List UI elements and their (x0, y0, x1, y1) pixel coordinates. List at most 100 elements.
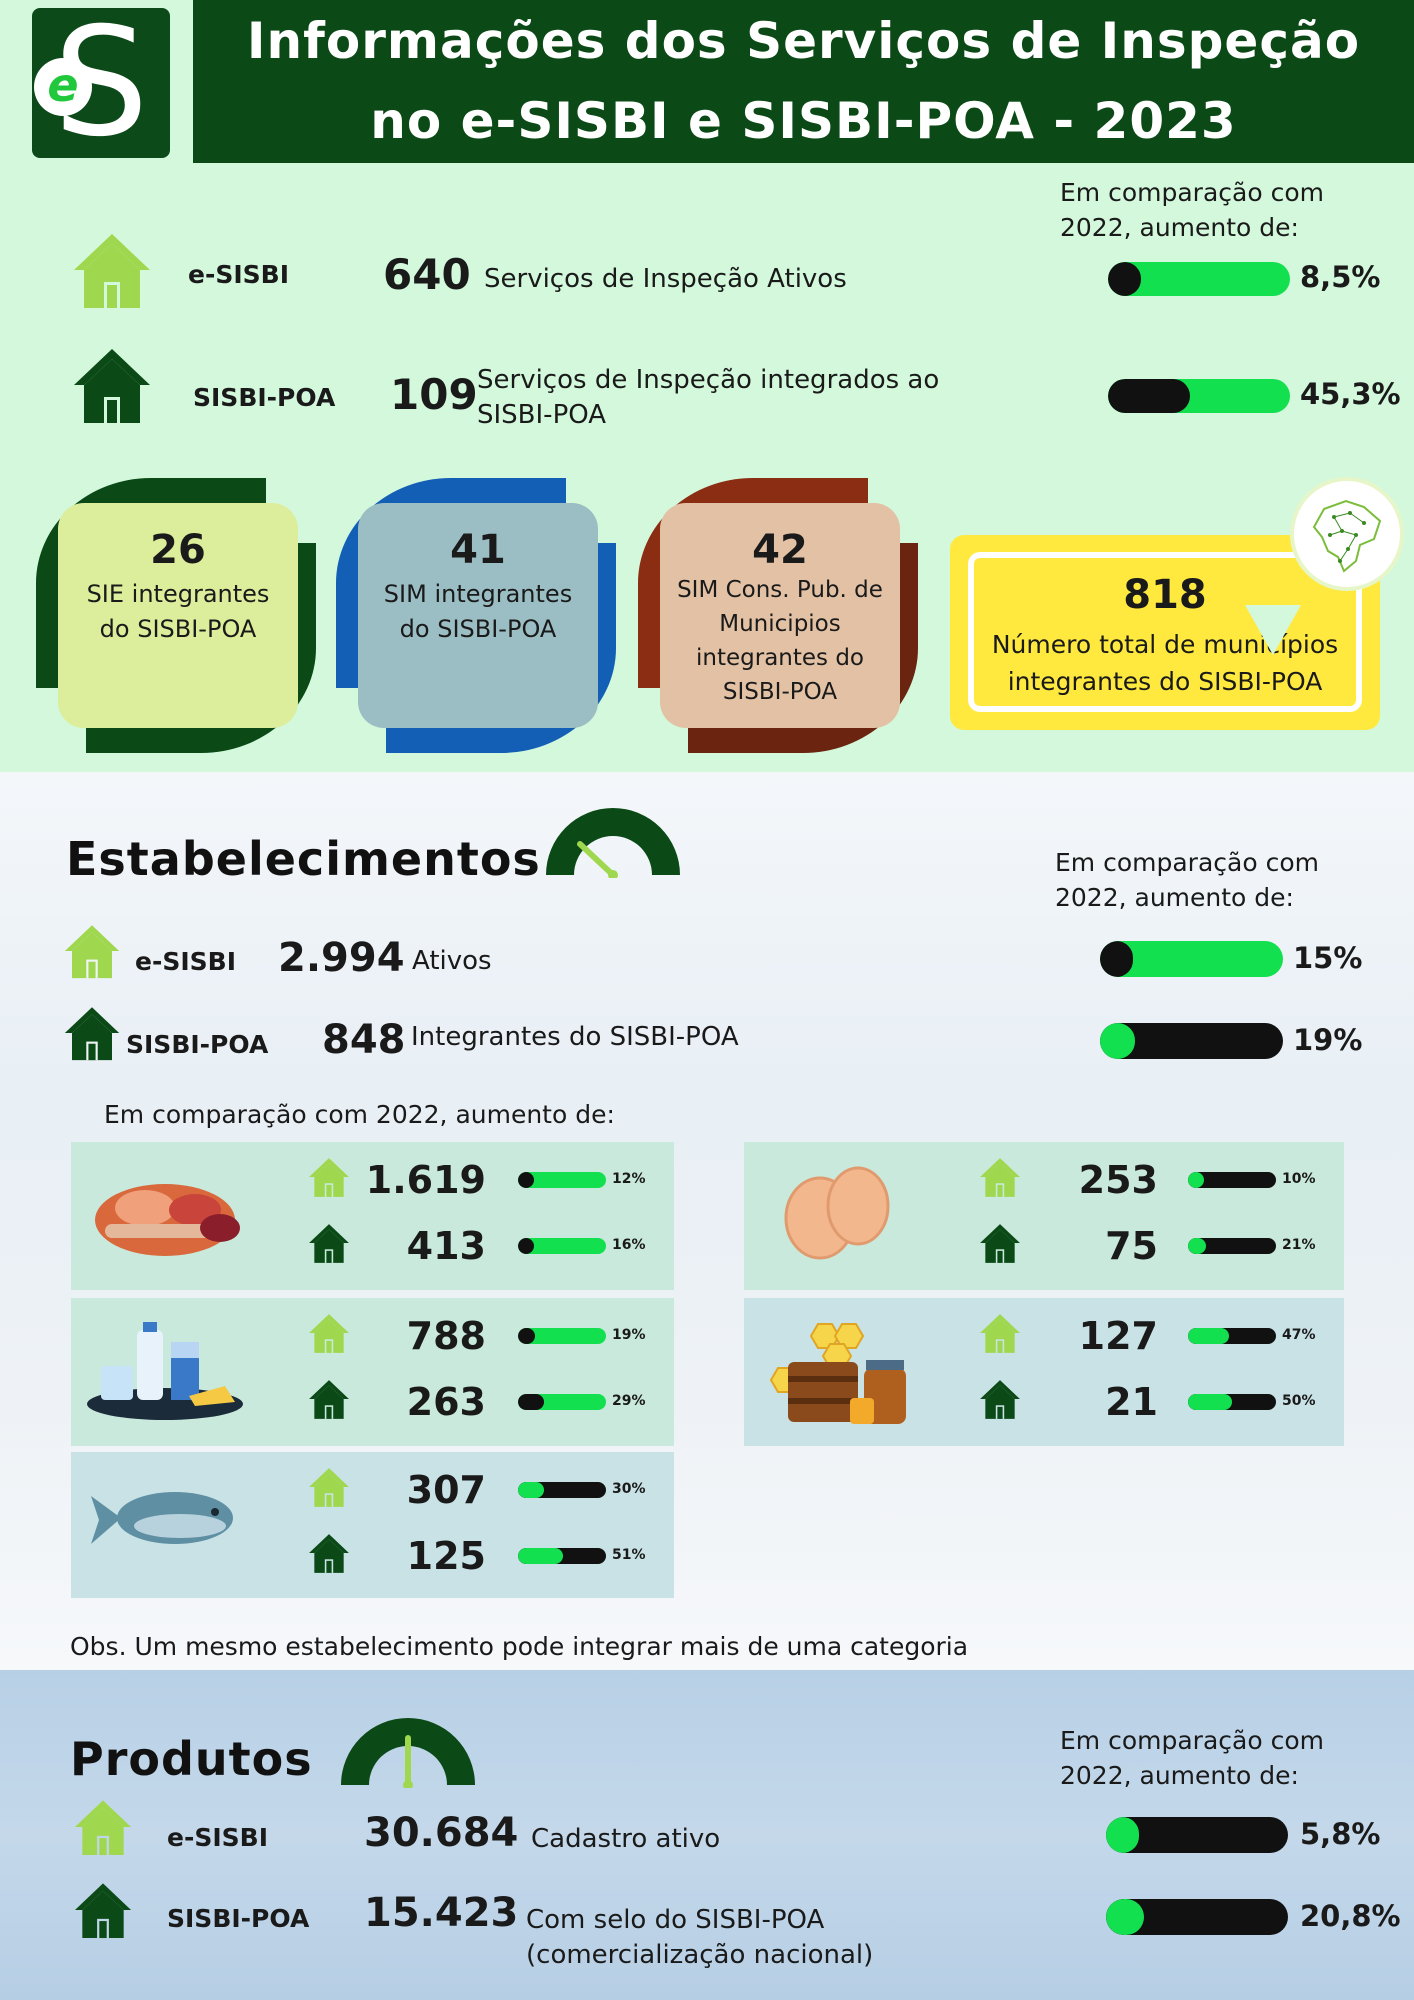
mini-progress-bar (518, 1328, 606, 1344)
services-sisbi-increase: 45,3% (1300, 377, 1401, 411)
brazil-map-icon (1290, 477, 1404, 591)
mini-progress-fill (1188, 1238, 1207, 1254)
progress-fill (1100, 1023, 1135, 1059)
card-value: 41 (450, 527, 506, 573)
house-light-icon (980, 1158, 1020, 1197)
services-sisbi-value: 109 (390, 370, 478, 419)
row-label-sisbi: SISBI-POA (126, 1030, 269, 1059)
row-label-esisbi: e-SISBI (167, 1823, 269, 1852)
dairy-icon (87, 1322, 243, 1420)
row-label-sisbi: SISBI-POA (167, 1904, 310, 1933)
bee-icon (769, 1323, 906, 1424)
products-esisbi-increase: 5,8% (1300, 1817, 1381, 1851)
mini-progress-bar (518, 1548, 606, 1564)
row-label-esisbi: e-SISBI (188, 260, 290, 289)
progress-bar (1108, 262, 1290, 296)
card-text: SIM integrantes do SISBI-POA (383, 580, 573, 643)
logo-badge: e (34, 58, 92, 116)
comparison-note: Em comparação com 2022, aumento de: (1055, 848, 1319, 912)
house-dark-icon (64, 1007, 120, 1061)
category-value-sisbi: 413 (406, 1224, 486, 1268)
services-sisbi-desc: Serviços de Inspeção integrados ao SISBI… (477, 365, 940, 430)
house-light-icon (74, 234, 150, 308)
comparison-note: Em comparação com 2022, aumento de: (1060, 1726, 1324, 1790)
category-increase-sisbi: 50% (1282, 1393, 1316, 1409)
category-box-egg-products: 253 10% 75 21% (744, 1142, 1344, 1290)
progress-bar (1100, 1023, 1283, 1059)
house-light-icon (309, 1158, 349, 1197)
category-increase-esisbi: 10% (1282, 1171, 1316, 1187)
section-title-establishments: Estabelecimentos (66, 832, 541, 886)
mini-progress-fill (518, 1548, 563, 1564)
progress-bar (1108, 379, 1290, 413)
products-esisbi-value: 30.684 (364, 1810, 519, 1856)
category-value-sisbi: 75 (1105, 1224, 1158, 1268)
fish-icon (91, 1492, 233, 1544)
mini-progress-bar (518, 1172, 606, 1188)
egg-icon (784, 1166, 890, 1260)
category-box-bee-products: 127 47% 21 50% (744, 1298, 1344, 1446)
mini-progress-bar (1188, 1238, 1276, 1254)
house-dark-icon (980, 1380, 1020, 1419)
mini-progress-bar (1188, 1394, 1276, 1410)
house-light-icon (309, 1314, 349, 1353)
category-box-meat-products: 1.619 12% 413 16% (71, 1142, 674, 1290)
card-sie: 26 SIE integrantes do SISBI-POA (36, 478, 316, 753)
card-value: 26 (150, 527, 206, 573)
category-value-esisbi: 1.619 (365, 1158, 486, 1202)
category-increase-esisbi: 30% (612, 1481, 646, 1497)
mini-progress-fill (1188, 1328, 1230, 1344)
progress-bar (1100, 941, 1283, 977)
estab-sisbi-desc: Integrantes do SISBI-POA (411, 1022, 739, 1052)
services-esisbi-value: 640 (383, 250, 471, 299)
mini-progress-fill (518, 1328, 535, 1344)
house-light-icon (64, 925, 120, 979)
house-dark-icon (309, 1534, 349, 1573)
estab-esisbi-value: 2.994 (278, 935, 405, 981)
category-value-sisbi: 125 (406, 1534, 486, 1578)
section-title-products: Produtos (70, 1732, 313, 1786)
mini-progress-fill (1188, 1394, 1232, 1410)
estab-esisbi-desc: Ativos (412, 946, 492, 976)
progress-fill (1100, 941, 1133, 977)
category-value-esisbi: 127 (1078, 1314, 1158, 1358)
category-value-esisbi: 253 (1078, 1158, 1158, 1202)
row-label-esisbi: e-SISBI (135, 947, 237, 976)
mini-progress-bar (518, 1482, 606, 1498)
page-title-line-1: Informações dos Serviços de Inspeção (246, 12, 1361, 70)
mini-progress-fill (518, 1172, 534, 1188)
category-value-esisbi: 307 (406, 1468, 486, 1512)
logo: S e (32, 8, 170, 158)
house-dark-icon (309, 1380, 349, 1419)
comparison-note: Em comparação com 2022, aumento de: (1060, 178, 1324, 242)
progress-fill (1108, 262, 1141, 296)
mini-progress-fill (518, 1238, 534, 1254)
category-box-dairy-products: 788 19% 263 29% (71, 1298, 674, 1446)
progress-fill (1108, 379, 1191, 413)
page-title-line-2: no e-SISBI e SISBI-POA - 2023 (370, 92, 1237, 150)
progress-bar (1106, 1899, 1288, 1935)
meat-icon (95, 1184, 240, 1256)
category-increase-sisbi: 16% (612, 1237, 646, 1253)
category-box-fish-products: 307 30% 125 51% (71, 1452, 674, 1598)
card-value: 42 (752, 527, 808, 573)
services-section: Em comparação com 2022, aumento de: e-SI… (0, 165, 1414, 772)
house-light-icon (74, 1800, 132, 1856)
observation-note: Obs. Um mesmo estabelecimento pode integ… (70, 1632, 969, 1661)
estab-sisbi-increase: 19% (1293, 1023, 1363, 1057)
category-increase-esisbi: 47% (1282, 1327, 1316, 1343)
products-sisbi-increase: 20,8% (1300, 1899, 1401, 1933)
card-sim: 41 SIM integrantes do SISBI-POA (336, 478, 616, 753)
gauge-icon (546, 808, 680, 878)
card-text: SIE integrantes do SISBI-POA (86, 580, 270, 643)
category-value-sisbi: 21 (1105, 1380, 1158, 1424)
progress-bar (1106, 1817, 1288, 1853)
mini-progress-bar (518, 1394, 606, 1410)
progress-fill (1106, 1817, 1139, 1853)
services-esisbi-desc: Serviços de Inspeção Ativos (484, 264, 847, 294)
products-esisbi-desc: Cadastro ativo (531, 1824, 721, 1854)
house-dark-icon (74, 349, 150, 423)
mini-progress-bar (1188, 1172, 1276, 1188)
mini-progress-fill (518, 1482, 545, 1498)
category-increase-sisbi: 21% (1282, 1237, 1316, 1253)
